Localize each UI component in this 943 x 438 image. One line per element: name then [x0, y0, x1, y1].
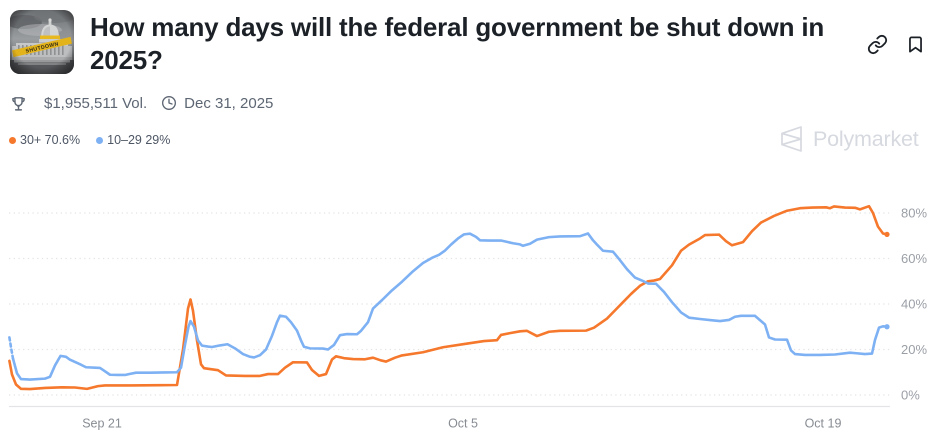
bookmark-button[interactable] — [903, 32, 927, 56]
legend-item-30plus[interactable]: 30+ 70.6% — [9, 133, 80, 147]
bookmark-icon — [908, 36, 922, 52]
polymarket-watermark: Polymarket — [781, 126, 919, 152]
market-thumbnail: SHUTDOWN — [10, 10, 74, 74]
legend-item-10-29[interactable]: 10–29 29% — [96, 133, 170, 147]
x-axis-label: Oct 19 — [805, 417, 842, 431]
copy-link-button[interactable] — [865, 32, 889, 56]
y-axis-label: 40% — [901, 297, 927, 312]
series-line-10-29 — [11, 232, 889, 381]
y-axis-label: 60% — [901, 251, 927, 266]
stats-row: $1,955,511 Vol. Dec 31, 2025 — [10, 94, 273, 112]
x-axis-label: Sep 21 — [82, 417, 122, 431]
header-actions — [865, 32, 927, 56]
legend-label: 10–29 29% — [107, 133, 171, 147]
market-title: How many days will the federal governmen… — [90, 12, 825, 75]
y-axis-label: 20% — [901, 342, 927, 357]
y-axis-label: 0% — [901, 388, 920, 403]
trophy-icon — [10, 95, 27, 112]
link-icon — [867, 34, 887, 54]
y-axis-label: 80% — [901, 206, 927, 221]
clock-icon — [161, 95, 177, 111]
polymarket-wordmark: Polymarket — [813, 126, 919, 151]
legend-label: 30+ 70.6% — [20, 133, 81, 147]
legend-dot-orange — [9, 136, 16, 144]
end-date-label: Dec 31, 2025 — [184, 94, 274, 112]
series-line-30plus — [8, 204, 889, 391]
polymarket-logo-icon — [781, 126, 802, 152]
capitol-shutdown-image: SHUTDOWN — [10, 10, 74, 74]
x-axis-label: Oct 5 — [448, 417, 478, 431]
chart-legend: 30+ 70.6% 10–29 29% — [9, 133, 170, 147]
volume-label: $1,955,511 Vol. — [44, 94, 148, 112]
legend-dot-blue — [96, 136, 104, 144]
